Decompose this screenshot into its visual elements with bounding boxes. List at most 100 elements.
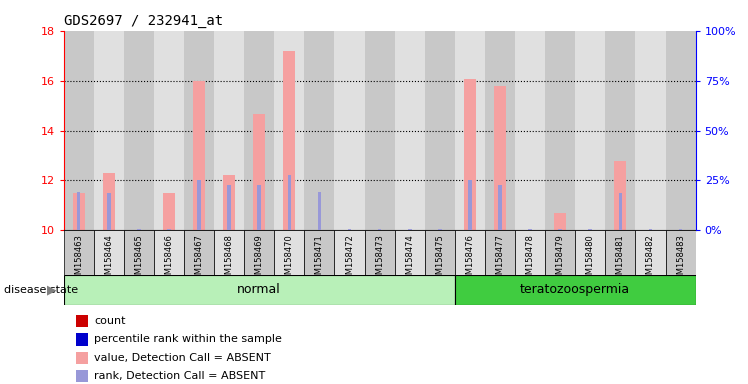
Text: GSM158478: GSM158478 [526, 234, 535, 285]
Bar [425, 31, 455, 230]
Bar [223, 175, 235, 230]
Bar [227, 185, 231, 230]
Bar [184, 31, 214, 230]
Text: GSM158477: GSM158477 [495, 234, 504, 285]
Bar [154, 230, 184, 275]
Bar [378, 229, 381, 230]
Text: GSM158464: GSM158464 [104, 234, 113, 285]
Bar [94, 31, 123, 230]
Bar [395, 230, 425, 275]
Text: disease state: disease state [4, 285, 78, 295]
Bar [666, 230, 696, 275]
Bar [545, 230, 575, 275]
Bar [515, 230, 545, 275]
Bar [123, 31, 154, 230]
Bar [214, 230, 244, 275]
Bar [107, 193, 111, 230]
Bar [184, 230, 214, 275]
Bar [364, 230, 395, 275]
Bar [485, 31, 515, 230]
Bar [283, 51, 295, 230]
Bar [137, 229, 141, 230]
Bar [257, 185, 261, 230]
Bar [649, 229, 652, 230]
Text: GSM158467: GSM158467 [194, 234, 203, 285]
Bar [193, 81, 205, 230]
Bar [464, 79, 476, 230]
Bar [455, 275, 696, 305]
Bar [619, 193, 622, 230]
Bar [163, 193, 175, 230]
Bar [545, 31, 575, 230]
Bar [438, 229, 441, 230]
Text: GSM158479: GSM158479 [556, 234, 565, 285]
Text: GSM158469: GSM158469 [255, 234, 264, 285]
Bar [197, 180, 200, 230]
Text: GSM158466: GSM158466 [165, 234, 174, 285]
Bar [636, 31, 666, 230]
Bar [76, 333, 88, 346]
Bar [575, 230, 605, 275]
Text: value, Detection Call = ABSENT: value, Detection Call = ABSENT [94, 353, 271, 363]
Bar [287, 175, 291, 230]
Bar [605, 230, 636, 275]
Bar [666, 31, 696, 230]
Text: GSM158470: GSM158470 [285, 234, 294, 285]
Bar [304, 230, 334, 275]
Bar [554, 213, 566, 230]
Text: percentile rank within the sample: percentile rank within the sample [94, 334, 282, 344]
Bar [468, 180, 472, 230]
Bar [408, 229, 411, 230]
Bar [364, 31, 395, 230]
Bar [253, 114, 266, 230]
Bar [304, 31, 334, 230]
Text: GSM158463: GSM158463 [74, 234, 83, 285]
Bar [678, 229, 682, 230]
Bar [455, 230, 485, 275]
Text: normal: normal [237, 283, 281, 296]
Bar [64, 275, 455, 305]
Bar [64, 31, 94, 230]
Bar [605, 31, 636, 230]
Bar [334, 230, 364, 275]
Bar [425, 230, 455, 275]
Bar [123, 230, 154, 275]
Text: GSM158465: GSM158465 [135, 234, 144, 285]
Bar [494, 86, 506, 230]
Bar [334, 31, 364, 230]
Bar [589, 229, 592, 230]
Bar [614, 161, 626, 230]
Text: count: count [94, 316, 126, 326]
Bar [102, 173, 114, 230]
Bar [575, 31, 605, 230]
Text: GSM158472: GSM158472 [345, 234, 354, 285]
Bar [275, 31, 304, 230]
Bar [395, 31, 425, 230]
Bar [528, 229, 532, 230]
Text: GSM158468: GSM158468 [224, 234, 233, 285]
Text: GSM158480: GSM158480 [586, 234, 595, 285]
Text: GDS2697 / 232941_at: GDS2697 / 232941_at [64, 14, 223, 28]
Text: GSM158471: GSM158471 [315, 234, 324, 285]
Text: ▶: ▶ [46, 283, 56, 296]
Bar [73, 193, 85, 230]
Text: teratozoospermia: teratozoospermia [520, 283, 631, 296]
Bar [76, 352, 88, 364]
Text: GSM158473: GSM158473 [375, 234, 384, 285]
Text: GSM158481: GSM158481 [616, 234, 625, 285]
Bar [498, 185, 502, 230]
Bar [77, 192, 81, 230]
Bar [154, 31, 184, 230]
Text: GSM158474: GSM158474 [405, 234, 414, 285]
Text: GSM158482: GSM158482 [646, 234, 655, 285]
Bar [244, 31, 275, 230]
Bar [455, 31, 485, 230]
Text: rank, Detection Call = ABSENT: rank, Detection Call = ABSENT [94, 371, 266, 381]
Bar [244, 230, 275, 275]
Bar [64, 230, 94, 275]
Text: GSM158483: GSM158483 [676, 234, 685, 285]
Bar [348, 229, 352, 230]
Bar [515, 31, 545, 230]
Bar [76, 370, 88, 382]
Bar [76, 315, 88, 327]
